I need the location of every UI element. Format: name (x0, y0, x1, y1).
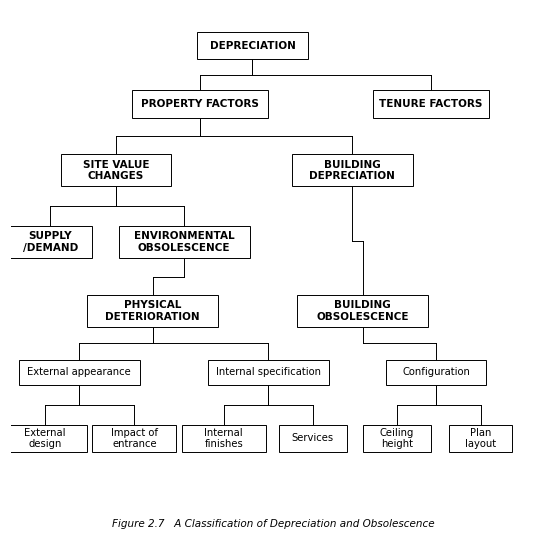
FancyBboxPatch shape (61, 154, 171, 186)
Text: External
design: External design (24, 428, 66, 449)
Text: DEPRECIATION: DEPRECIATION (210, 40, 295, 50)
FancyBboxPatch shape (8, 226, 92, 258)
Text: External appearance: External appearance (27, 367, 131, 377)
Text: TENURE FACTORS: TENURE FACTORS (380, 99, 482, 109)
Text: SITE VALUE
CHANGES: SITE VALUE CHANGES (83, 160, 149, 181)
Text: PHYSICAL
DETERIORATION: PHYSICAL DETERIORATION (106, 300, 200, 322)
Text: BUILDING
OBSOLESCENCE: BUILDING OBSOLESCENCE (317, 300, 409, 322)
FancyBboxPatch shape (119, 226, 250, 258)
FancyBboxPatch shape (363, 425, 431, 452)
FancyBboxPatch shape (292, 154, 412, 186)
FancyBboxPatch shape (92, 425, 176, 452)
FancyBboxPatch shape (19, 359, 139, 384)
Text: SUPPLY
/DEMAND: SUPPLY /DEMAND (22, 231, 78, 253)
Text: PROPERTY FACTORS: PROPERTY FACTORS (141, 99, 259, 109)
FancyBboxPatch shape (87, 295, 218, 327)
FancyBboxPatch shape (132, 90, 268, 118)
Text: Internal specification: Internal specification (216, 367, 321, 377)
FancyBboxPatch shape (297, 295, 428, 327)
FancyBboxPatch shape (450, 425, 513, 452)
FancyBboxPatch shape (373, 90, 489, 118)
Text: BUILDING
DEPRECIATION: BUILDING DEPRECIATION (310, 160, 395, 181)
Text: ENVIRONMENTAL
OBSOLESCENCE: ENVIRONMENTAL OBSOLESCENCE (134, 231, 235, 253)
Text: Services: Services (292, 434, 334, 444)
FancyBboxPatch shape (279, 425, 347, 452)
FancyBboxPatch shape (197, 32, 307, 59)
Text: Ceiling
height: Ceiling height (380, 428, 414, 449)
Text: Configuration: Configuration (403, 367, 470, 377)
Text: Figure 2.7   A Classification of Depreciation and Obsolescence: Figure 2.7 A Classification of Depreciat… (112, 519, 435, 529)
Text: Plan
layout: Plan layout (465, 428, 497, 449)
FancyBboxPatch shape (182, 425, 266, 452)
Text: Internal
finishes: Internal finishes (204, 428, 243, 449)
Text: Impact of
entrance: Impact of entrance (111, 428, 158, 449)
FancyBboxPatch shape (208, 359, 329, 384)
FancyBboxPatch shape (3, 425, 87, 452)
FancyBboxPatch shape (386, 359, 486, 384)
